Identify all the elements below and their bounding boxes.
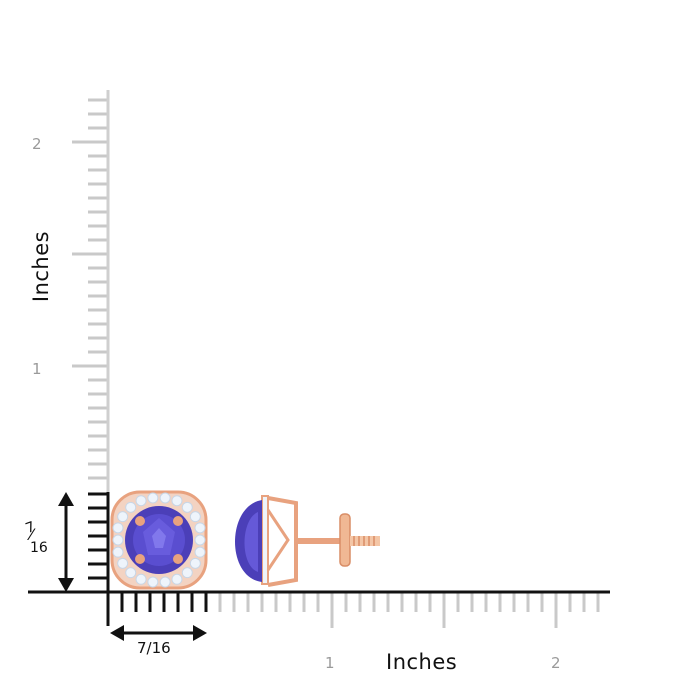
prong	[135, 516, 145, 526]
accent-stone	[194, 534, 206, 546]
accent-stone	[125, 567, 137, 579]
accent-stone	[112, 534, 124, 546]
y-tick-label: 2	[32, 135, 42, 153]
y-tick-label: 1	[32, 360, 42, 378]
accent-stone	[147, 492, 159, 504]
width-dimension-label: 7/16	[137, 639, 171, 657]
accent-stone	[112, 546, 124, 558]
height-dimension-arrow	[58, 492, 74, 592]
accent-stone	[189, 511, 201, 523]
screw-thread	[350, 536, 380, 546]
x-tick-label: 2	[551, 654, 561, 672]
prong	[135, 554, 145, 564]
accent-stone	[135, 495, 147, 507]
accent-stone	[171, 495, 183, 507]
accent-stone	[194, 522, 206, 534]
height-dimension-denominator: 16	[30, 540, 48, 556]
y-axis-title: Inches	[29, 230, 54, 303]
accent-stone	[117, 511, 129, 523]
accent-stone	[135, 573, 147, 585]
item-height-ticks	[88, 492, 108, 580]
x-axis-title: Inches	[386, 650, 458, 674]
horizontal-ruler-ticks	[218, 592, 600, 628]
halo-accent-stones	[112, 492, 206, 588]
vertical-ruler-ticks	[72, 98, 108, 480]
height-dimension-slash: ⁄	[30, 525, 33, 544]
prong	[173, 516, 183, 526]
accent-stone	[194, 546, 206, 558]
accent-stone	[125, 501, 137, 513]
accent-stone	[189, 557, 201, 569]
earring-post	[296, 538, 340, 544]
accent-stone	[171, 573, 183, 585]
item-width-ticks	[120, 592, 208, 612]
accent-stone	[117, 557, 129, 569]
width-dimension-arrow	[110, 625, 207, 641]
earring-side-view	[235, 495, 380, 587]
accent-stone	[159, 576, 171, 588]
accent-stone	[112, 522, 124, 534]
accent-stone	[181, 567, 193, 579]
prong	[173, 554, 183, 564]
x-tick-label: 1	[325, 654, 335, 672]
accent-stone	[181, 501, 193, 513]
screw-back	[339, 513, 351, 567]
accent-stone	[147, 576, 159, 588]
accent-stone	[159, 492, 171, 504]
earring-front-view	[110, 490, 208, 590]
